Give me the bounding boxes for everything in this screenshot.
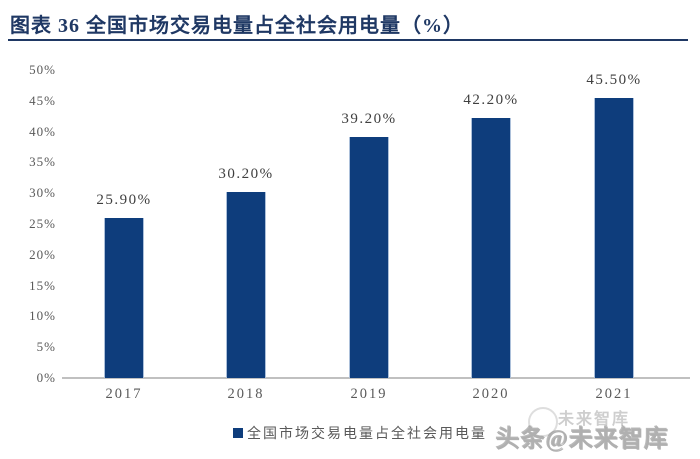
y-tick-label: 5% (36, 339, 56, 355)
bar-2020 (471, 118, 511, 378)
x-axis-line (62, 377, 690, 379)
x-tick-label: 2018 (227, 386, 265, 402)
y-tick-label: 40% (29, 123, 56, 139)
x-tick-label: 2019 (350, 386, 388, 402)
y-tick-label: 30% (29, 185, 56, 201)
figure-title: 图表 36 全国市场交易电量占全社会用电量（%） (10, 15, 464, 37)
y-tick-label: 10% (29, 308, 56, 324)
y-tick-label: 35% (29, 154, 56, 170)
y-tick-label: 45% (29, 92, 56, 108)
y-tick-label: 0% (36, 370, 56, 385)
legend: 全国市场交易电量占全社会用电量 (233, 423, 487, 443)
bar-2018 (226, 191, 266, 378)
bar-2021 (594, 97, 634, 378)
y-tick-label: 20% (29, 246, 56, 262)
bar-value-label: 42.20% (463, 92, 519, 109)
x-tick-label: 2017 (105, 386, 143, 402)
bar-2017 (104, 218, 144, 378)
bar-value-label: 39.20% (341, 110, 397, 127)
y-tick-label: 15% (29, 277, 56, 293)
y-tick-label: 50% (29, 62, 56, 77)
legend-label: 全国市场交易电量占全社会用电量 (247, 427, 487, 442)
bar-value-label: 45.50% (586, 71, 642, 88)
x-tick-label: 2020 (472, 386, 510, 402)
x-tick-label: 2021 (595, 386, 633, 402)
bar-value-label: 30.20% (218, 165, 274, 182)
y-tick-label: 25% (29, 216, 56, 231)
title-divider (8, 39, 688, 41)
legend-swatch-icon (233, 428, 243, 438)
bar-value-label: 25.90% (96, 192, 152, 209)
bar-2019 (349, 136, 389, 378)
